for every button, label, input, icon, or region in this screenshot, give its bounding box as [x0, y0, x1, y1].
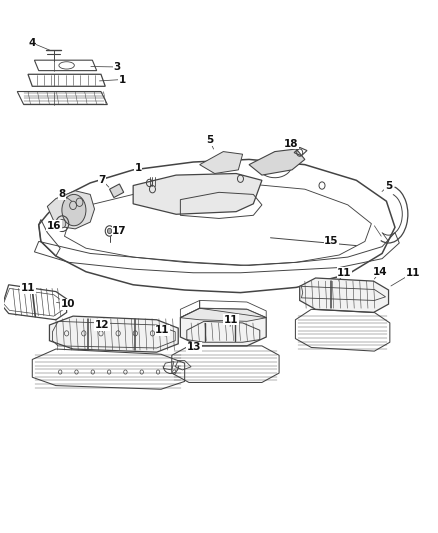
Text: 7: 7 — [99, 175, 106, 185]
Ellipse shape — [59, 220, 66, 228]
Text: 17: 17 — [112, 226, 127, 236]
Text: 11: 11 — [406, 268, 420, 278]
Text: 14: 14 — [373, 266, 387, 277]
Polygon shape — [47, 191, 95, 229]
Text: 3: 3 — [113, 62, 120, 72]
Text: 4: 4 — [28, 38, 36, 48]
Text: 5: 5 — [385, 181, 392, 190]
Polygon shape — [133, 174, 262, 214]
Ellipse shape — [62, 195, 86, 226]
Text: 1: 1 — [119, 75, 126, 85]
Text: 15: 15 — [324, 237, 339, 246]
Text: 11: 11 — [21, 284, 35, 294]
Text: 18: 18 — [284, 139, 298, 149]
Text: 10: 10 — [60, 299, 75, 309]
Polygon shape — [300, 278, 389, 312]
Text: 12: 12 — [95, 320, 110, 330]
Text: 11: 11 — [224, 315, 238, 325]
Ellipse shape — [107, 228, 112, 233]
Text: 11: 11 — [155, 325, 170, 335]
Polygon shape — [180, 308, 266, 346]
Polygon shape — [49, 316, 178, 352]
Text: 11: 11 — [337, 268, 352, 278]
Text: 16: 16 — [46, 221, 61, 231]
Polygon shape — [249, 149, 305, 175]
Polygon shape — [200, 151, 243, 174]
Text: 5: 5 — [206, 135, 213, 145]
Text: 8: 8 — [59, 189, 66, 199]
Polygon shape — [110, 184, 124, 198]
Polygon shape — [180, 308, 266, 321]
Text: 13: 13 — [187, 343, 201, 352]
Text: 1: 1 — [134, 163, 142, 173]
